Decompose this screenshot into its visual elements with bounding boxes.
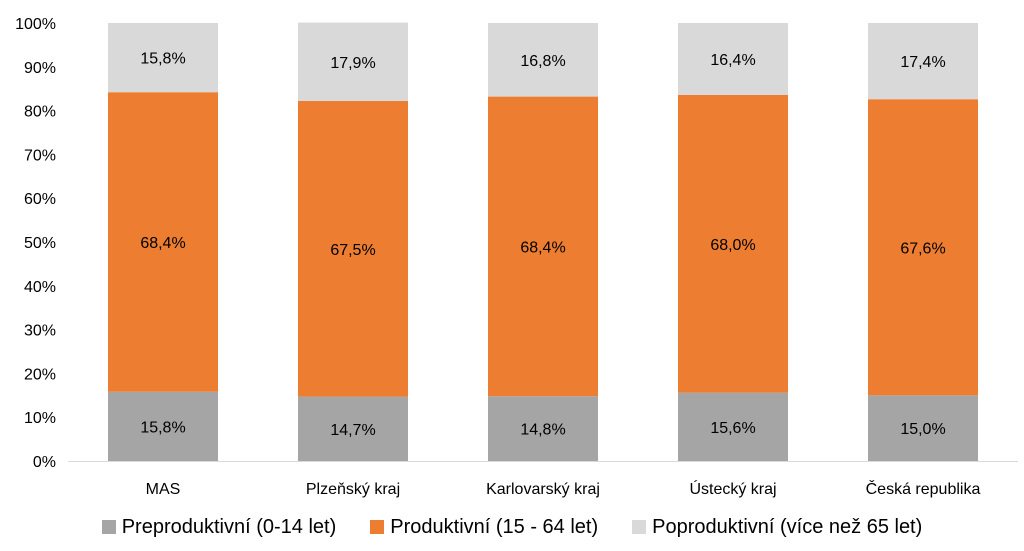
y-tick-label: 20% (24, 366, 56, 383)
bar-segment (108, 23, 218, 93)
stacked-bar-chart: 0% 10% 20% 30% 40% 50% 60% 70% 80% 90% 100% 15,8% 68… (15, 16, 1018, 498)
data-label: 15,6% (710, 420, 755, 437)
data-label: 68,4% (140, 235, 185, 252)
bar-segment (298, 100, 408, 397)
legend-label-preproductive: Preproduktivní (0-14 let) (121, 515, 337, 538)
legend-swatch-productive (370, 520, 385, 534)
data-label: 15,0% (900, 421, 945, 438)
data-label: 17,4% (900, 54, 945, 71)
legend-item-preproductive: Preproduktivní (0-14 let) (101, 515, 337, 539)
data-label: 15,8% (140, 419, 185, 436)
bar-segment (488, 396, 598, 461)
legend-swatch-preproductive (101, 520, 116, 534)
legend: Preproduktivní (0-14 let) Produktivní (1… (0, 512, 1024, 542)
data-label: 17,9% (330, 55, 375, 72)
legend-item-productive: Produktivní (15 - 64 let) (370, 516, 598, 539)
data-label: 67,5% (330, 242, 375, 259)
data-label: 67,6% (900, 240, 945, 257)
data-label: 68,4% (520, 239, 565, 256)
y-tick-label: 0% (33, 454, 56, 471)
data-label: 15,8% (140, 51, 185, 68)
y-tick-label: 90% (24, 60, 56, 77)
data-label: 14,8% (520, 422, 565, 439)
data-label: 14,7% (330, 422, 375, 439)
y-tick-label: 60% (24, 191, 56, 208)
legend-label-postproductive: Poproduktivní (více než 65 let) (652, 515, 923, 538)
bar-segment (108, 92, 218, 392)
y-tick-label: 100% (15, 16, 56, 33)
bar-segment (678, 94, 788, 393)
y-tick-label: 10% (24, 410, 56, 427)
y-tick-label: 80% (24, 104, 56, 121)
bar-segment (868, 23, 978, 100)
y-tick-label: 70% (24, 147, 56, 164)
legend-label-productive: Produktivní (15 - 64 let) (390, 515, 599, 538)
bar-segment (298, 396, 408, 461)
category-label: Ústecký kraj (689, 479, 776, 498)
data-label: 68,0% (710, 237, 755, 254)
bar-segment (298, 22, 408, 101)
category-label: Plzeňský kraj (306, 481, 400, 498)
bar-segment (678, 23, 788, 95)
bar-segment (868, 395, 978, 461)
bar-segment (678, 392, 788, 461)
category-label: MAS (146, 481, 181, 498)
category-label: Česká republika (866, 479, 981, 498)
bar-segment (488, 23, 598, 97)
legend-swatch-postproductive (632, 520, 647, 534)
legend-item-postproductive: Poproduktivní (více než 65 let) (632, 516, 922, 539)
data-label: 16,8% (520, 53, 565, 70)
bar-segment (868, 99, 978, 396)
bar-segment (488, 96, 598, 397)
y-tick-label: 50% (24, 235, 56, 252)
bar-segment (108, 391, 218, 461)
y-tick-label: 40% (24, 279, 56, 296)
category-label: Karlovarský kraj (486, 481, 600, 498)
y-tick-label: 30% (24, 323, 56, 340)
data-label: 16,4% (710, 52, 755, 69)
